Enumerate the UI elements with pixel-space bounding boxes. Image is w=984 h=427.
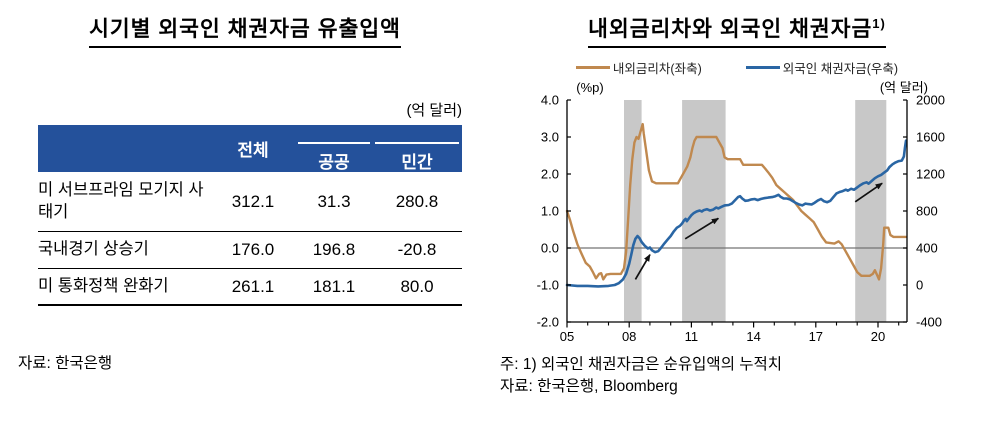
x-axis-tick-label: 11 [685, 329, 699, 344]
right-axis-tick-label: 0 [916, 278, 923, 293]
left-panel-title: 시기별 외국인 채권자금 유출입액 [0, 12, 490, 48]
series-line-1 [565, 139, 908, 288]
table-row: 미 통화정책 완화기 261.1 181.1 80.0 [38, 269, 462, 306]
right-axis-unit-label: (억 달러) [880, 80, 928, 95]
left-panel-table: 시기별 외국인 채권자금 유출입액 (억 달러) 전체 공공 민간 미 서브프라… [0, 0, 490, 427]
trend-arrow [634, 253, 651, 280]
x-axis-tick-label: 05 [560, 329, 574, 344]
row-label: 미 서브프라임 모기지 사태기 [38, 181, 204, 221]
left-axis-unit-label: (%p) [576, 80, 603, 95]
left-axis-tick-label: 0.0 [541, 241, 559, 256]
table-unit-label: (억 달러) [406, 102, 462, 119]
left-axis-tick-label: 2.0 [541, 167, 559, 182]
trend-arrow [854, 182, 883, 203]
left-panel-title-text: 시기별 외국인 채권자금 유출입액 [89, 12, 401, 48]
footnote-marker: 1) [872, 15, 886, 31]
flows-table: 전체 공공 민간 미 서브프라임 모기지 사태기 312.1 31.3 280.… [38, 125, 462, 306]
line-chart: (%p) (억 달러) 4.0 3.0 2.0 1.0 0.0 -1.0 -2.0 2000 1… [537, 80, 945, 344]
row-label: 미 통화정책 완화기 [38, 276, 169, 295]
cell-value: 261.1 [231, 276, 275, 296]
right-panel-title-text: 내외금리차와 외국인 채권자금1) [588, 12, 886, 48]
left-axis-tick-label: -2.0 [537, 315, 559, 330]
right-panel-chart: 내외금리차와 외국인 채권자금1) 내외금리차(좌축) 외국인 채권자금(우축)… [490, 0, 984, 427]
left-axis-tick-label: 1.0 [541, 204, 559, 219]
table-header-total: 전체 [237, 141, 269, 160]
chart-notes: 주: 1) 외국인 채권자금은 순유입액의 누적치 자료: 한국은행, Bloo… [500, 354, 782, 398]
table-source: 자료: 한국은행 [18, 355, 113, 372]
right-axis-tick-label: 2000 [916, 93, 945, 108]
shaded-period-band [855, 100, 887, 322]
trend-arrow [684, 217, 720, 240]
cell-value: 176.0 [231, 240, 275, 259]
table-header-empty-cell [38, 125, 210, 172]
x-axis-tick-label: 17 [809, 329, 823, 344]
table-row: 국내경기 상승기 176.0 196.8 -20.8 [38, 232, 462, 269]
table-header-private: 민간 [372, 125, 462, 172]
chart-source: 자료: 한국은행, Bloomberg [500, 378, 678, 395]
row-label: 국내경기 상승기 [38, 240, 149, 259]
blue-line-swatch-icon [745, 66, 780, 69]
x-axis-tick-label: 08 [622, 329, 636, 344]
cell-value: 312.1 [231, 191, 275, 211]
left-axis-tick-label: -1.0 [537, 278, 559, 293]
left-axis-tick-label: 4.0 [541, 93, 559, 108]
cell-value: 196.8 [312, 240, 356, 259]
legend-item-bond-funds: 외국인 채권자금(우축) [745, 58, 898, 77]
right-panel-title: 내외금리차와 외국인 채권자금1) [490, 12, 984, 48]
table-header-row: 전체 공공 민간 [38, 125, 462, 172]
header-subcolumn-rule [374, 142, 460, 144]
table-header-public: 공공 [296, 125, 372, 172]
cell-value: -20.8 [397, 240, 437, 259]
right-axis-tick-label: 800 [916, 204, 938, 219]
cell-value: 80.0 [400, 276, 434, 296]
series-line-0 [565, 122, 908, 281]
right-axis-tick-label: 1200 [916, 167, 945, 182]
left-axis-tick-label: 3.0 [541, 130, 559, 145]
cell-value: 31.3 [317, 191, 351, 211]
cell-value: 280.8 [395, 191, 439, 211]
x-axis-tick-label: 14 [746, 329, 760, 344]
header-subcolumn-rule [298, 142, 370, 144]
x-axis-tick-label: 20 [871, 329, 885, 344]
chart-footnote: 주: 1) 외국인 채권자금은 순유입액의 누적치 [500, 356, 783, 373]
legend-item-rate-gap: 내외금리차(좌축) [575, 58, 702, 77]
right-axis-tick-label: -400 [916, 315, 942, 330]
right-axis-tick-label: 400 [916, 241, 938, 256]
table-row: 미 서브프라임 모기지 사태기 312.1 31.3 280.8 [38, 172, 462, 232]
cell-value: 181.1 [312, 276, 356, 296]
right-axis-tick-label: 1600 [916, 130, 945, 145]
chart-legend: 내외금리차(좌축) 외국인 채권자금(우축) [490, 58, 984, 77]
orange-line-swatch-icon [575, 66, 610, 69]
